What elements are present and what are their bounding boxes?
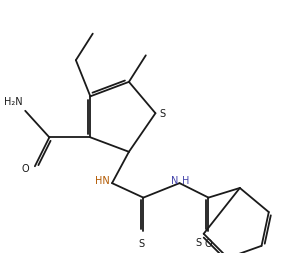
Text: S: S: [159, 109, 165, 119]
Text: S: S: [138, 238, 144, 249]
Text: O: O: [22, 164, 29, 174]
Text: H: H: [182, 176, 189, 186]
Text: N: N: [171, 176, 178, 186]
Text: HN: HN: [95, 176, 110, 186]
Text: O: O: [205, 238, 212, 249]
Text: H₂N: H₂N: [4, 97, 23, 107]
Text: S: S: [195, 238, 201, 248]
